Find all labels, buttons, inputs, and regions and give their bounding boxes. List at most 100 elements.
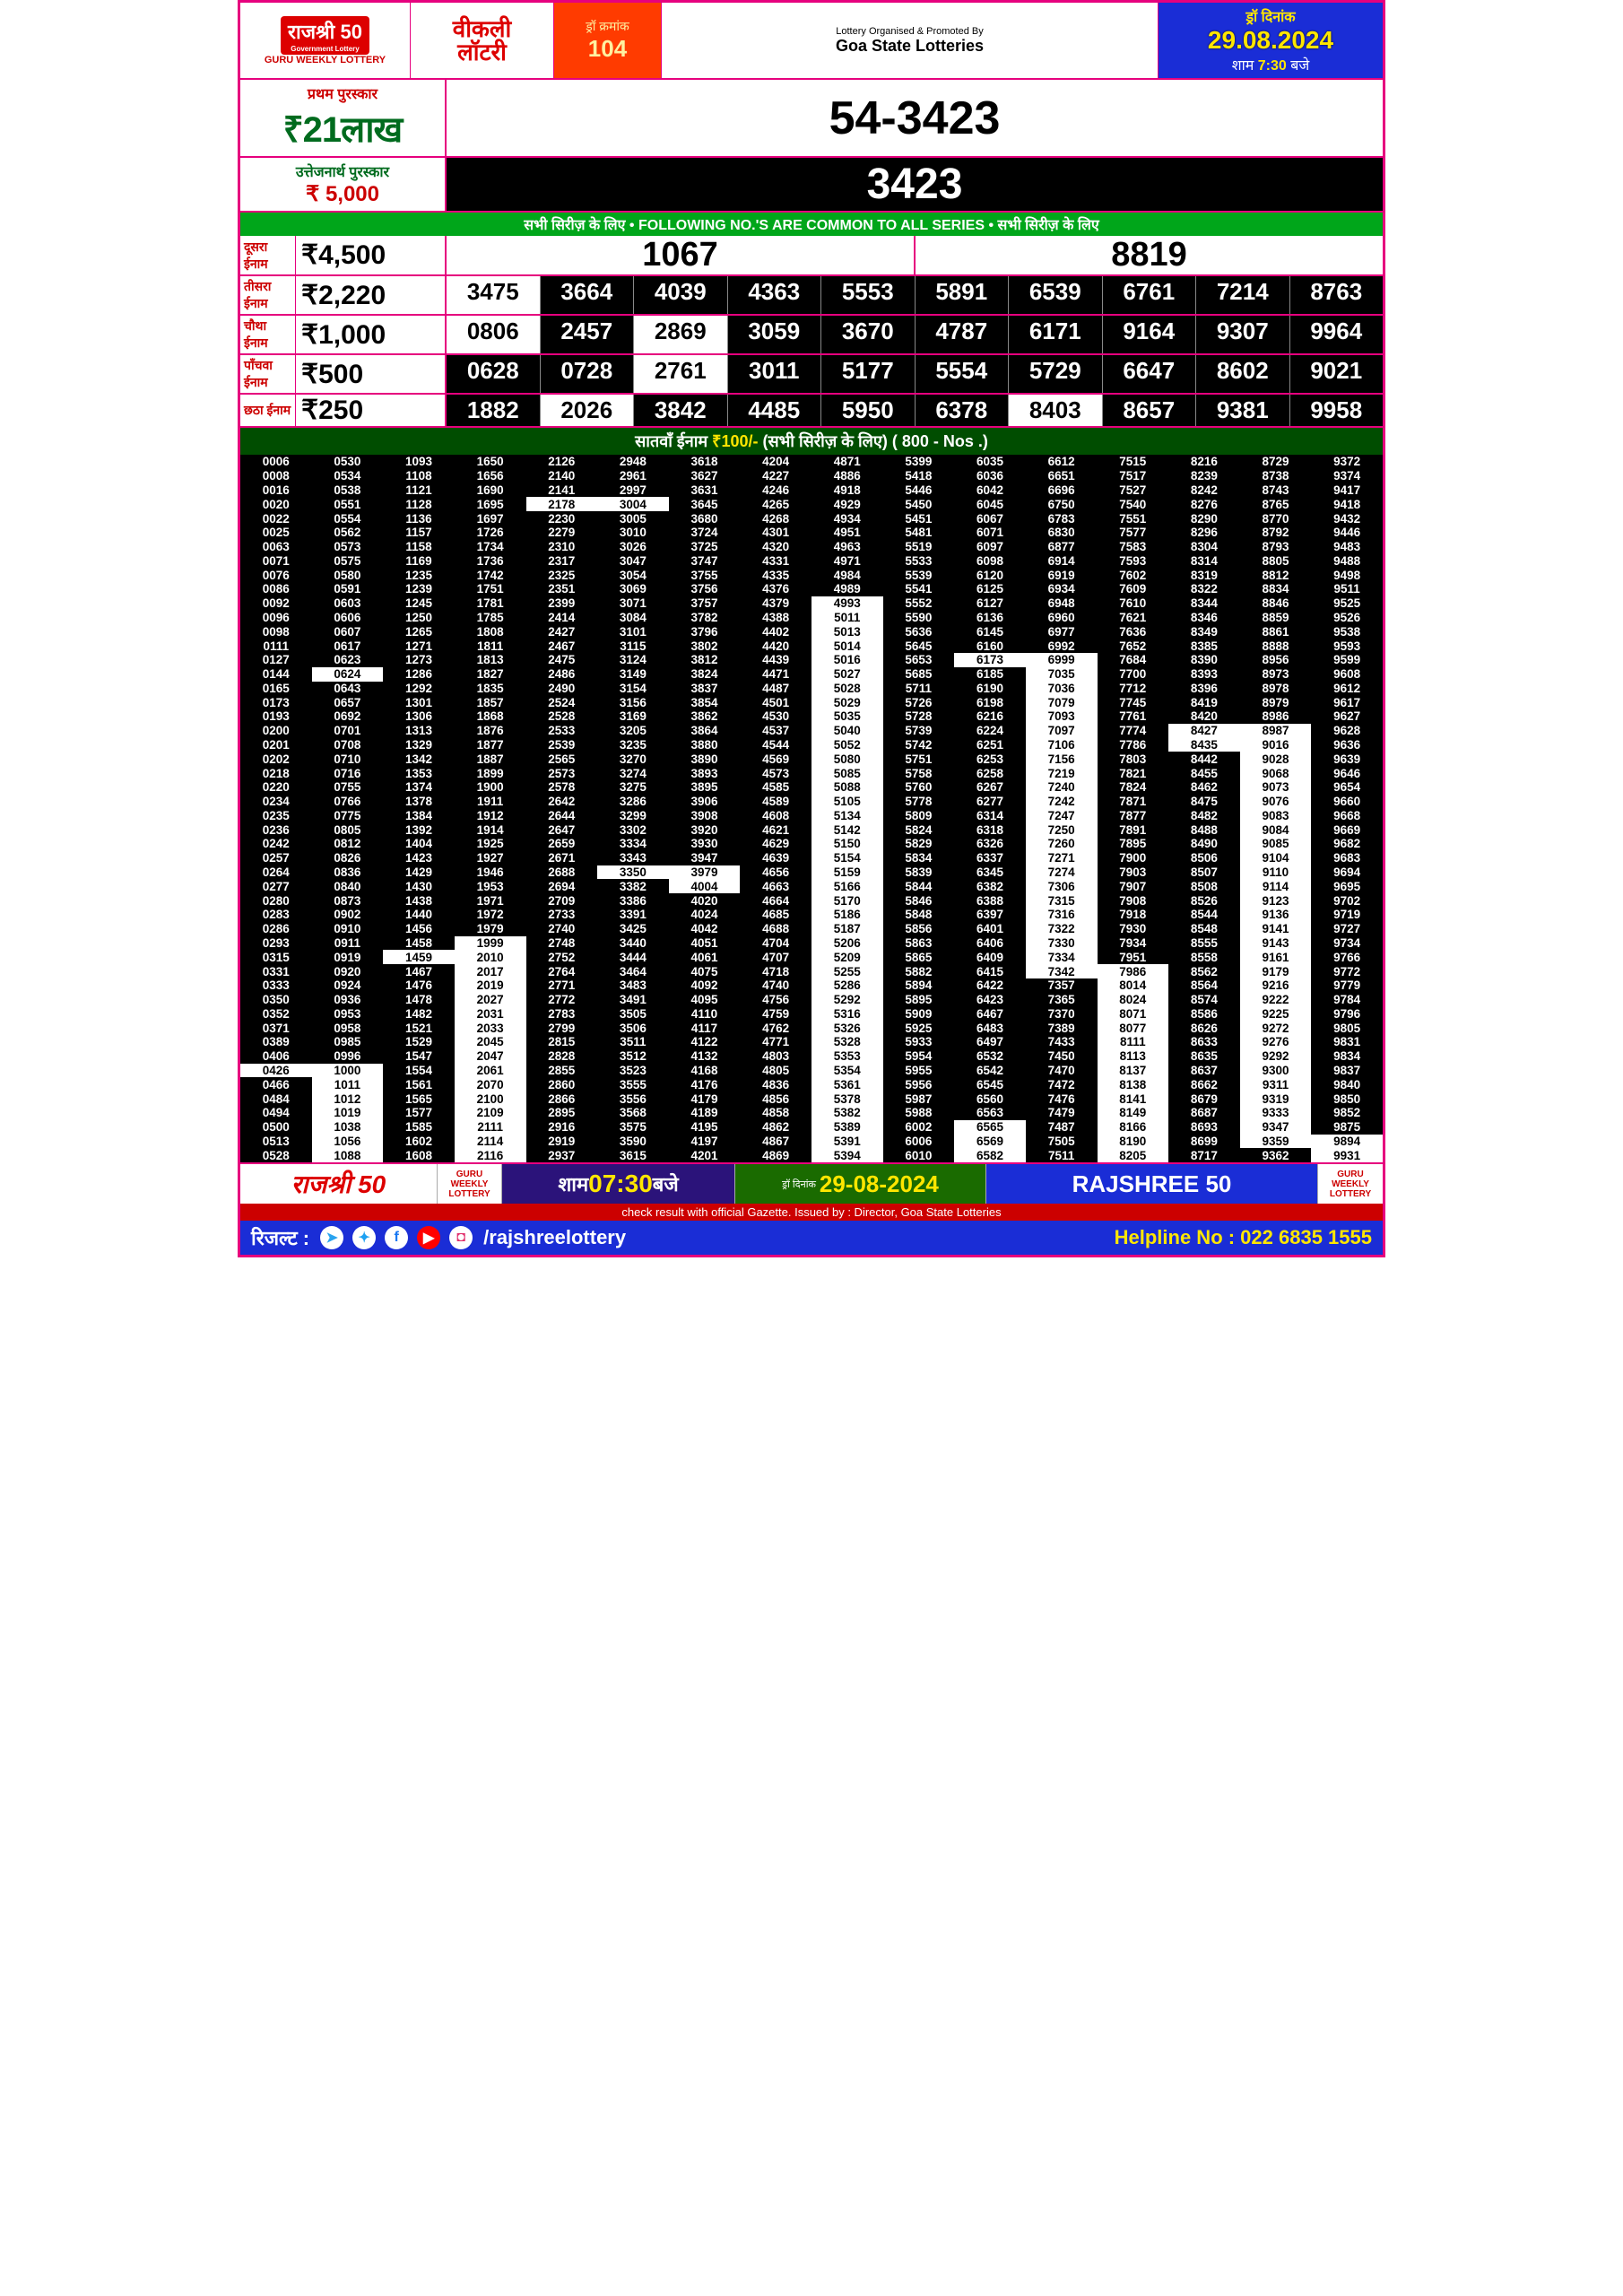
grid-number: 6582 bbox=[954, 1148, 1026, 1162]
grid-number: 0623 bbox=[312, 653, 384, 667]
youtube-icon[interactable]: ▶ bbox=[417, 1226, 440, 1249]
grid-number: 5353 bbox=[812, 1049, 883, 1064]
grid-number: 1900 bbox=[455, 780, 526, 795]
grid-number: 4805 bbox=[740, 1064, 812, 1078]
grid-number: 8138 bbox=[1098, 1077, 1169, 1091]
grid-number: 8014 bbox=[1098, 978, 1169, 993]
grid-number: 4042 bbox=[669, 922, 741, 936]
prize-number: 2869 bbox=[634, 316, 728, 353]
grid-number: 8216 bbox=[1168, 455, 1240, 469]
grid-number: 3425 bbox=[597, 922, 669, 936]
grid-number: 6337 bbox=[954, 851, 1026, 865]
grid-number: 6277 bbox=[954, 795, 1026, 809]
grid-number: 4501 bbox=[740, 695, 812, 709]
grid-number: 5728 bbox=[883, 709, 955, 724]
grid-number: 8304 bbox=[1168, 540, 1240, 554]
grid-number: 5988 bbox=[883, 1106, 955, 1120]
grid-number: 3523 bbox=[597, 1064, 669, 1078]
facebook-icon[interactable]: f bbox=[385, 1226, 408, 1249]
grid-number: 0500 bbox=[240, 1120, 312, 1135]
prize-label: छठा ईनाम bbox=[240, 395, 296, 426]
prize-number: 8403 bbox=[1009, 395, 1103, 426]
grid-number: 1650 bbox=[455, 455, 526, 469]
grid-number: 4376 bbox=[740, 582, 812, 596]
grid-number: 6345 bbox=[954, 865, 1026, 880]
grid-number: 5844 bbox=[883, 879, 955, 893]
grid-number: 7774 bbox=[1098, 724, 1169, 738]
grid-number: 9161 bbox=[1240, 950, 1312, 964]
grid-number: 4934 bbox=[812, 511, 883, 526]
grid-number: 2141 bbox=[526, 483, 598, 498]
grid-number: 8564 bbox=[1168, 978, 1240, 993]
grid-number: 8393 bbox=[1168, 667, 1240, 682]
grid-number: 6136 bbox=[954, 611, 1026, 625]
grid-number: 8462 bbox=[1168, 780, 1240, 795]
grid-number: 5134 bbox=[812, 809, 883, 823]
grid-number: 9319 bbox=[1240, 1091, 1312, 1106]
grid-number: 1911 bbox=[455, 795, 526, 809]
social-icons: ➤ ✦ f ▶ ◘ bbox=[320, 1226, 473, 1249]
social-handle: /rajshreelottery bbox=[483, 1226, 626, 1249]
grid-number: 5925 bbox=[883, 1021, 955, 1035]
grid-number: 3618 bbox=[669, 455, 741, 469]
grid-number: 2578 bbox=[526, 780, 598, 795]
grid-number: 3755 bbox=[669, 568, 741, 582]
grid-number: 0924 bbox=[312, 978, 384, 993]
grid-number: 0371 bbox=[240, 1021, 312, 1035]
grid-number: 7156 bbox=[1026, 752, 1098, 766]
grid-number: 8679 bbox=[1168, 1091, 1240, 1106]
grid-number: 9772 bbox=[1311, 964, 1383, 978]
grid-number: 8765 bbox=[1240, 497, 1312, 511]
grid-number: 8693 bbox=[1168, 1120, 1240, 1135]
grid-number: 0692 bbox=[312, 709, 384, 724]
grid-number: 9347 bbox=[1240, 1120, 1312, 1135]
footer-rajshree-2: RAJSHREE 50 bbox=[986, 1164, 1318, 1204]
grid-number: 8770 bbox=[1240, 511, 1312, 526]
grid-number: 7593 bbox=[1098, 553, 1169, 568]
grid-number: 0953 bbox=[312, 1006, 384, 1021]
grid-number: 4051 bbox=[669, 936, 741, 951]
prize-number: 3670 bbox=[821, 316, 916, 353]
grid-number: 7472 bbox=[1026, 1077, 1098, 1091]
grid-number: 0236 bbox=[240, 822, 312, 837]
grid-number: 6545 bbox=[954, 1077, 1026, 1091]
grid-number: 9766 bbox=[1311, 950, 1383, 964]
grid-number: 7918 bbox=[1098, 908, 1169, 922]
prize-number: 9381 bbox=[1196, 395, 1290, 426]
grid-number: 2528 bbox=[526, 709, 598, 724]
grid-number: 8558 bbox=[1168, 950, 1240, 964]
grid-number: 9734 bbox=[1311, 936, 1383, 951]
prize-number: 3011 bbox=[728, 355, 822, 393]
grid-number: 3908 bbox=[669, 809, 741, 823]
grid-number: 6783 bbox=[1026, 511, 1098, 526]
org-main: Goa State Lotteries bbox=[836, 37, 984, 56]
grid-number: 7470 bbox=[1026, 1064, 1098, 1078]
telegram-icon[interactable]: ➤ bbox=[320, 1226, 343, 1249]
grid-number: 7583 bbox=[1098, 540, 1169, 554]
grid-number: 7322 bbox=[1026, 922, 1098, 936]
grid-number: 5955 bbox=[883, 1064, 955, 1078]
grid-number: 7106 bbox=[1026, 738, 1098, 752]
grid-number: 4704 bbox=[740, 936, 812, 951]
grid-number: 5361 bbox=[812, 1077, 883, 1091]
grid-number: 3026 bbox=[597, 540, 669, 554]
consolation-amount: ₹ 5,000 bbox=[244, 181, 441, 207]
twitter-icon[interactable]: ✦ bbox=[352, 1226, 376, 1249]
grid-number: 2533 bbox=[526, 724, 598, 738]
grid-number: 1121 bbox=[383, 483, 455, 498]
grid-number: 2997 bbox=[597, 483, 669, 498]
grid-number: 1690 bbox=[455, 483, 526, 498]
grid-number: 1306 bbox=[383, 709, 455, 724]
grid-number: 2033 bbox=[455, 1021, 526, 1035]
grid-number: 9225 bbox=[1240, 1006, 1312, 1021]
grid-number: 0873 bbox=[312, 893, 384, 908]
grid-number: 2100 bbox=[455, 1091, 526, 1106]
instagram-icon[interactable]: ◘ bbox=[449, 1226, 473, 1249]
grid-number: 5751 bbox=[883, 752, 955, 766]
grid-number: 8834 bbox=[1240, 582, 1312, 596]
grid-number: 9417 bbox=[1311, 483, 1383, 498]
grid-number: 9073 bbox=[1240, 780, 1312, 795]
grid-number: 4685 bbox=[740, 908, 812, 922]
grid-number: 9796 bbox=[1311, 1006, 1383, 1021]
grid-number: 9483 bbox=[1311, 540, 1383, 554]
